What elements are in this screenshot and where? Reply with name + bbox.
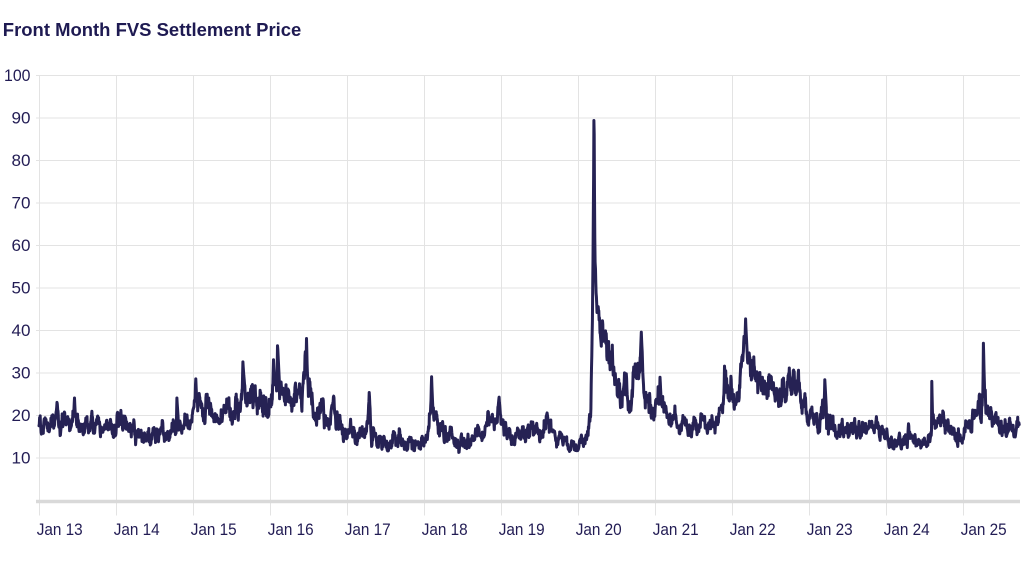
svg-text:Jan 20: Jan 20 [576, 521, 622, 539]
svg-text:Jan 13: Jan 13 [37, 521, 83, 539]
svg-text:50: 50 [12, 280, 31, 298]
svg-text:Jan 17: Jan 17 [345, 521, 391, 539]
svg-text:30: 30 [12, 365, 31, 383]
svg-text:10: 10 [12, 450, 31, 468]
svg-text:Jan 16: Jan 16 [268, 521, 314, 539]
svg-text:90: 90 [12, 110, 31, 128]
svg-text:60: 60 [12, 237, 31, 255]
svg-text:Jan 18: Jan 18 [422, 521, 468, 539]
svg-text:100: 100 [4, 67, 31, 85]
svg-text:Jan 24: Jan 24 [884, 521, 930, 539]
svg-text:Jan 25: Jan 25 [961, 521, 1007, 539]
svg-text:Jan 19: Jan 19 [499, 521, 545, 539]
svg-text:20: 20 [12, 407, 31, 425]
svg-text:Front Month FVS Settlement Pri: Front Month FVS Settlement Price [3, 19, 302, 40]
svg-text:70: 70 [12, 195, 31, 213]
svg-text:Jan 14: Jan 14 [114, 521, 160, 539]
svg-text:Jan 22: Jan 22 [730, 521, 776, 539]
svg-text:80: 80 [12, 152, 31, 170]
svg-text:Jan 15: Jan 15 [191, 521, 237, 539]
svg-text:Jan 21: Jan 21 [653, 521, 699, 539]
svg-text:40: 40 [12, 322, 31, 340]
svg-text:Jan 23: Jan 23 [807, 521, 853, 539]
